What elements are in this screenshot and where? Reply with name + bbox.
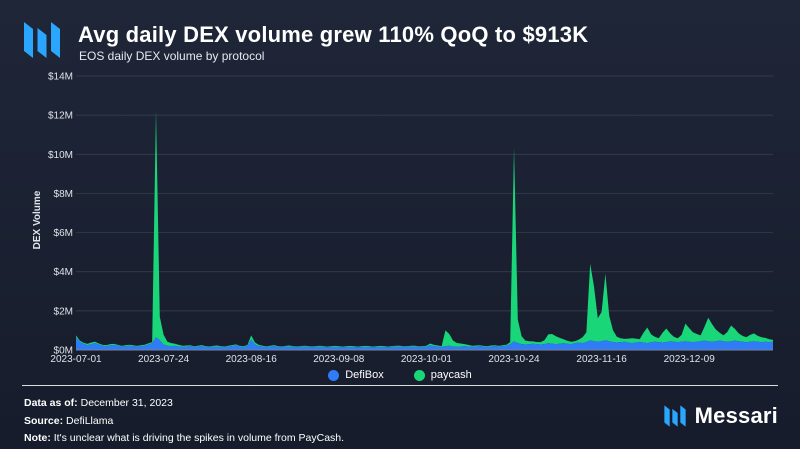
x-tick-label: 2023-07-01 [50, 354, 102, 365]
chart-title: Avg daily DEX volume grew 110% QoQ to $9… [78, 22, 589, 47]
x-tick-label: 2023-11-16 [576, 354, 627, 365]
legend-swatch-defibox [328, 369, 340, 381]
legend-item-defibox[interactable]: DefiBox [328, 369, 384, 381]
y-tick-label: $10M [48, 150, 73, 161]
x-tick-label: 2023-10-01 [401, 354, 453, 365]
y-tick-label: $0M [54, 346, 73, 357]
note: Note: It's unclear what is driving the s… [24, 432, 345, 444]
x-tick-label: 2023-08-16 [226, 354, 278, 365]
brand: Messari [662, 403, 778, 429]
footer-notes: Data as of: December 31, 2023 Source: De… [24, 395, 344, 448]
y-tick-labels: $0M $2M $4M $6M $8M $10M $12M $14M [48, 72, 73, 357]
legend-label-paycash: paycash [430, 369, 472, 381]
y-grid [76, 75, 773, 312]
legend-item-paycash[interactable]: paycash [413, 369, 472, 381]
area-paycash [76, 110, 773, 348]
y-tick-label: $8M [54, 189, 73, 200]
legend-label-defibox: DefiBox [345, 369, 384, 381]
data-as-of: Data as of: December 31, 2023 [24, 397, 173, 409]
series-areas [76, 110, 773, 350]
area-defibox [76, 337, 773, 350]
y-tick-label: $4M [54, 267, 73, 278]
y-tick-label: $14M [48, 72, 73, 83]
x-tick-label: 2023-09-08 [313, 354, 365, 365]
brand-name: Messari [694, 403, 778, 428]
legend-swatch-paycash [413, 369, 425, 381]
x-tick-label: 2023-07-24 [138, 354, 190, 365]
messari-brand-icon [664, 405, 686, 427]
messari-logo-icon [24, 22, 60, 58]
x-tick-label: 2023-12-09 [664, 354, 716, 365]
x-tick-label: 2023-10-24 [488, 354, 540, 365]
chart-subtitle: EOS daily DEX volume by protocol [79, 49, 265, 63]
x-tick-labels: 2023-07-01 2023-07-24 2023-08-16 2023-09-08… [50, 354, 715, 365]
y-tick-label: $2M [54, 306, 73, 317]
y-axis-label: DEX Volume [32, 190, 43, 249]
legend: DefiBox paycash [0, 369, 800, 381]
y-tick-label: $12M [48, 111, 73, 122]
source: Source: DefiLlama [24, 414, 114, 427]
y-tick-label: $6M [54, 228, 73, 239]
footer-divider [22, 385, 778, 386]
